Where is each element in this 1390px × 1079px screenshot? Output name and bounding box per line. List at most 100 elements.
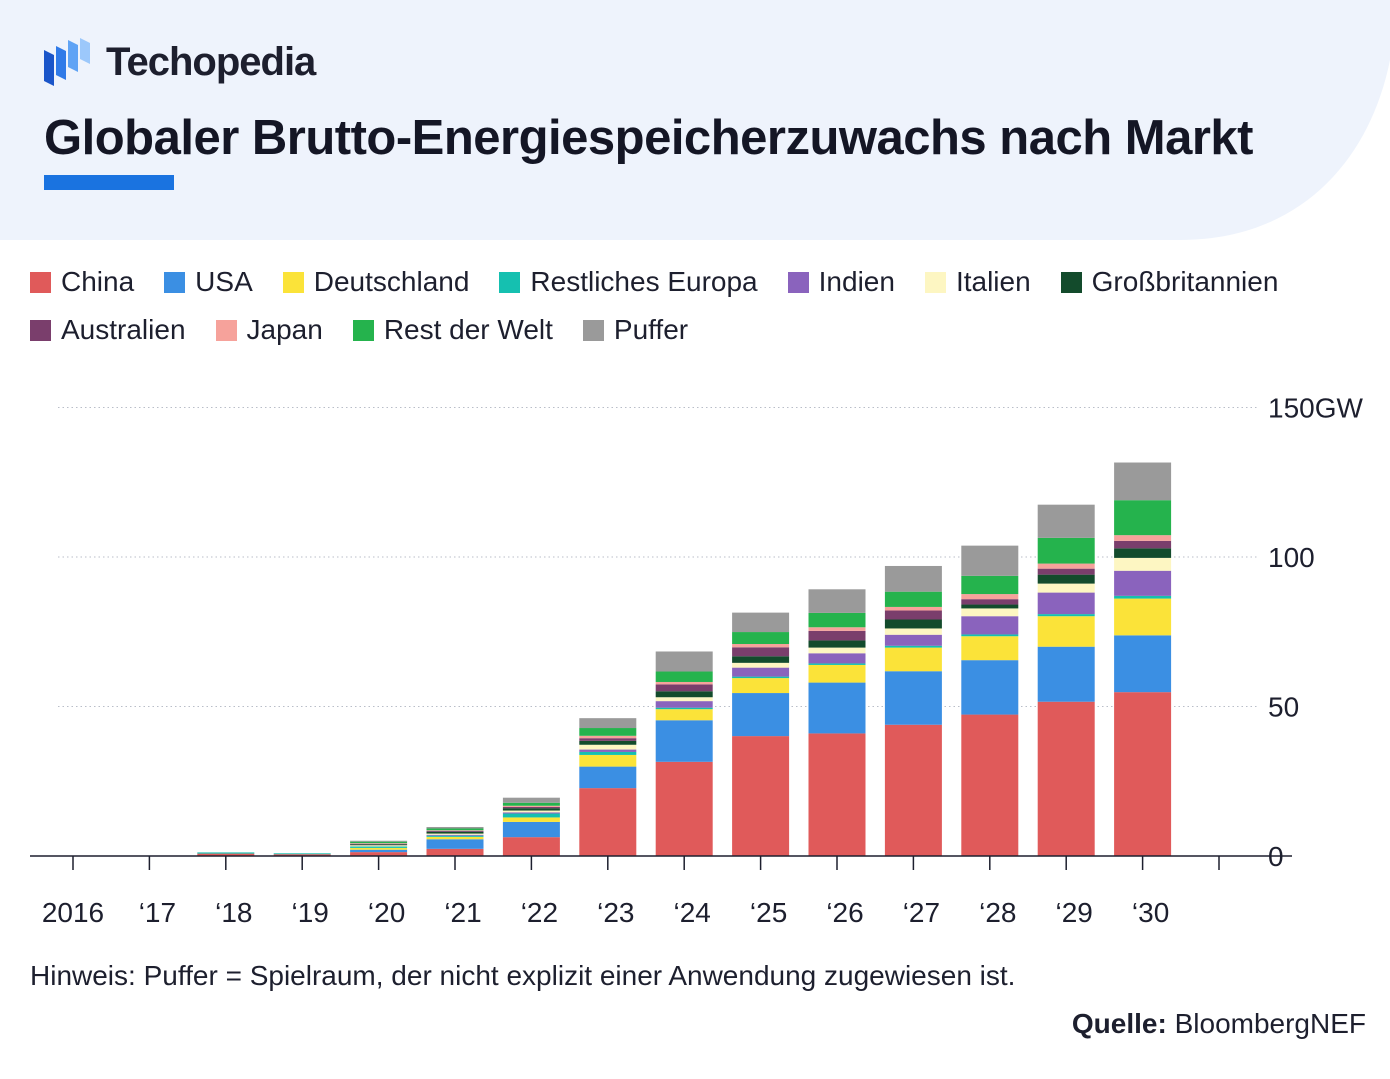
legend-row-2: Australien Japan Rest der Welt Puffer (30, 310, 1370, 350)
legend-swatch (787, 271, 809, 293)
bar-segment-rest-der-welt (655, 671, 713, 682)
legend-swatch (30, 271, 51, 293)
legend-label: China (61, 266, 135, 297)
bar-segment-deutschland (1037, 616, 1095, 647)
bar-segment-italien (502, 810, 560, 813)
legend-item-deutschland: Deutschland (282, 266, 469, 298)
bar-segment-australien (1114, 540, 1172, 549)
legend-swatch (924, 271, 946, 293)
bar-segment-china (655, 761, 713, 856)
bar-segment-großbritannien (502, 808, 560, 811)
bar-segment-china (502, 837, 560, 856)
legend-swatch (499, 271, 521, 293)
bar-segment-china (197, 853, 255, 856)
bar-segment-usa (350, 849, 408, 853)
bar-segment-usa (884, 671, 942, 725)
bar-segment-indien (655, 701, 713, 708)
y-tick-label: 50 (1268, 692, 1299, 723)
bar-segment-großbritannien (1037, 574, 1095, 584)
bar-segment-puffer (350, 840, 408, 842)
bar-segment-deutschland (426, 836, 484, 840)
bar-segment-indien (1037, 592, 1095, 615)
bar-segment-china (273, 854, 331, 856)
bar-segment-deutschland (579, 754, 637, 767)
bar-segment-australien (961, 599, 1019, 605)
legend-swatch (1060, 271, 1082, 293)
bar-segment-japan (579, 735, 637, 739)
bar-segment-china (579, 788, 637, 856)
bar-segment-großbritannien (1114, 548, 1172, 558)
bar-segment-australien (1037, 568, 1095, 575)
bar-segment-indien (426, 834, 484, 836)
bar-segment-australien (884, 610, 942, 620)
bar-segment-usa (579, 766, 637, 789)
bar-segment-indien (961, 616, 1019, 635)
legend-item-rest-der-welt: Rest der Welt (352, 314, 553, 346)
y-tick-label: 100 (1268, 542, 1315, 573)
bar-segment-usa (1037, 646, 1095, 702)
bar-segment-rest-der-welt (579, 728, 637, 736)
legend-swatch (352, 319, 374, 341)
source-line: Quelle: BloombergNEF (1072, 1008, 1366, 1040)
bar-segment-großbritannien (808, 640, 866, 648)
bar-segment-puffer (579, 718, 637, 729)
bar-segment-deutschland (961, 636, 1019, 661)
bar-segment-italien (1114, 557, 1172, 571)
bar-segment-indien (884, 634, 942, 646)
bar-segment-rest-der-welt (808, 612, 866, 628)
bar-segment-indien (502, 812, 560, 814)
bar-segment-china (732, 736, 790, 856)
bar-segment-indien (808, 653, 866, 664)
bar-segment-china (808, 733, 866, 856)
source-label: Quelle: (1071, 1008, 1167, 1039)
legend-item-china: China (30, 266, 134, 298)
bar-segment-restliches-europa (579, 751, 637, 755)
title-underline (44, 175, 174, 190)
bar-segment-restliches-europa (884, 645, 942, 648)
bar-segment-japan (884, 606, 942, 611)
legend-label: Australien (61, 314, 186, 345)
bar-segment-indien (1114, 570, 1172, 596)
bar-segment-italien (884, 628, 942, 635)
bar-segment-puffer (1037, 504, 1095, 538)
x-tick-label: ‘21 (444, 897, 481, 928)
bar-segment-italien (961, 608, 1019, 617)
page-title: Globaler Brutto-Energiespeicherzuwachs n… (44, 111, 1253, 165)
bar-segment-usa (426, 839, 484, 849)
bar-segment-restliches-europa (808, 663, 866, 665)
bar-segment-china (1037, 701, 1095, 856)
x-tick-label: ‘24 (674, 897, 711, 928)
bar-segment-großbritannien (655, 691, 713, 698)
bar-segment-italien (808, 647, 866, 654)
bar-segment-usa (1114, 635, 1172, 693)
x-tick-label: ‘19 (292, 897, 329, 928)
bar-segment-großbritannien (961, 604, 1019, 609)
bar-segment-rest-der-welt (1114, 500, 1172, 536)
legend-item-indien: Indien (787, 266, 895, 298)
bar-segment-rest-der-welt (350, 841, 408, 844)
bar-segment-deutschland (808, 664, 866, 683)
bar-segment-australien (502, 806, 560, 809)
bar-segment-deutschland (1114, 598, 1172, 636)
bar-segment-japan (426, 830, 484, 831)
x-tick-label: ‘27 (903, 897, 940, 928)
bar-segment-usa (732, 693, 790, 737)
x-tick-label: ‘29 (1056, 897, 1093, 928)
x-tick-label: ‘20 (368, 897, 405, 928)
x-tick-label: ‘26 (826, 897, 863, 928)
legend-item-australien: Australien (30, 314, 186, 346)
x-tick-label: 2016 (42, 897, 104, 928)
bar-segment-rest-der-welt (502, 802, 560, 806)
bar-segment-deutschland (884, 647, 942, 672)
bar-segment-restliches-europa (426, 835, 484, 837)
bar-segment-puffer (961, 545, 1019, 576)
bar-segment-japan (1037, 563, 1095, 569)
bar-segment-japan (350, 843, 408, 844)
bar-segment-italien (350, 845, 408, 847)
legend-label: Indien (818, 266, 895, 297)
legend-item-puffer: Puffer (582, 314, 688, 346)
legend-swatch (164, 271, 186, 293)
legend-row-1: China USA Deutschland Restliches Europa … (30, 262, 1370, 302)
bar-segment-puffer (732, 612, 790, 633)
